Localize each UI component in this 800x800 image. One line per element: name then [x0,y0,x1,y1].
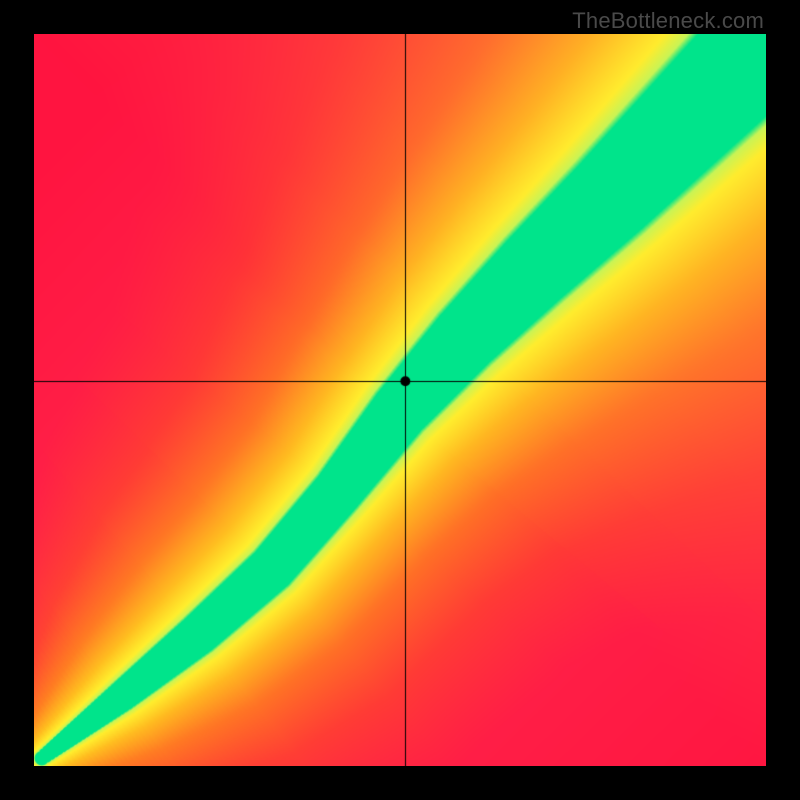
heatmap-canvas [34,34,766,766]
chart-container: TheBottleneck.com [0,0,800,800]
watermark-text: TheBottleneck.com [572,8,764,34]
